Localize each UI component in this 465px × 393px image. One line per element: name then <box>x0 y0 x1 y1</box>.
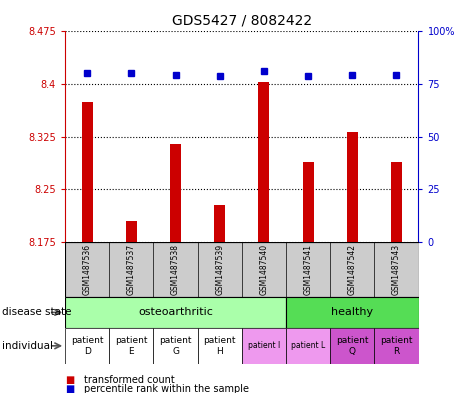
Text: GSM1487542: GSM1487542 <box>348 244 357 295</box>
Bar <box>214 204 225 242</box>
Bar <box>65 328 109 364</box>
Bar <box>286 328 330 364</box>
Bar <box>82 101 93 242</box>
Text: GSM1487541: GSM1487541 <box>304 244 312 295</box>
Text: disease state: disease state <box>2 307 72 318</box>
Bar <box>65 297 286 328</box>
Bar <box>153 328 198 364</box>
Bar <box>303 162 313 242</box>
Bar <box>242 328 286 364</box>
Text: ■: ■ <box>65 384 74 393</box>
Text: percentile rank within the sample: percentile rank within the sample <box>84 384 249 393</box>
Text: GSM1487543: GSM1487543 <box>392 244 401 295</box>
Text: patient
E: patient E <box>115 336 147 356</box>
Text: ■: ■ <box>65 375 74 385</box>
Text: patient
H: patient H <box>204 336 236 356</box>
Bar <box>374 328 419 364</box>
Text: GSM1487537: GSM1487537 <box>127 244 136 295</box>
Text: patient
G: patient G <box>159 336 192 356</box>
Text: patient
Q: patient Q <box>336 336 368 356</box>
Text: GSM1487540: GSM1487540 <box>259 244 268 295</box>
Bar <box>286 297 418 328</box>
Text: healthy: healthy <box>331 307 373 318</box>
Text: GSM1487536: GSM1487536 <box>83 244 92 295</box>
Bar <box>391 162 402 242</box>
Bar <box>198 328 242 364</box>
Text: patient
D: patient D <box>71 336 103 356</box>
Text: osteoarthritic: osteoarthritic <box>138 307 213 318</box>
Bar <box>347 132 358 242</box>
Text: patient
R: patient R <box>380 336 412 356</box>
Bar <box>126 221 137 242</box>
Text: patient L: patient L <box>291 342 325 350</box>
Bar <box>170 143 181 242</box>
Text: GSM1487539: GSM1487539 <box>215 244 224 295</box>
Text: GSM1487538: GSM1487538 <box>171 244 180 295</box>
Text: transformed count: transformed count <box>84 375 174 385</box>
Text: individual: individual <box>2 341 53 351</box>
Bar <box>109 328 153 364</box>
Text: patient I: patient I <box>248 342 280 350</box>
Title: GDS5427 / 8082422: GDS5427 / 8082422 <box>172 13 312 28</box>
Bar <box>330 328 374 364</box>
Bar <box>259 82 269 242</box>
